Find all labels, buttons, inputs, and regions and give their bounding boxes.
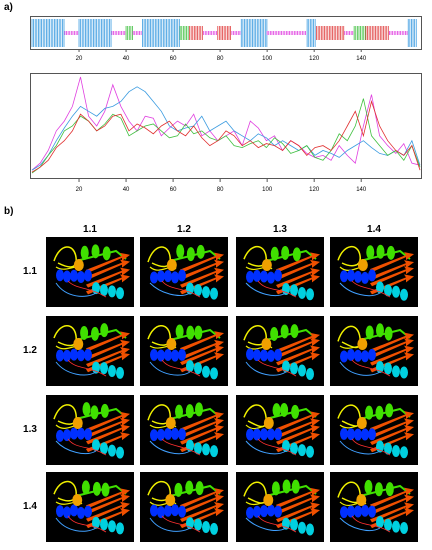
structure-image [236, 316, 324, 386]
row-label: 1.2 [23, 345, 37, 356]
track-tick-label: 140 [356, 56, 367, 62]
track-tick-label: 40 [123, 56, 130, 62]
structure-image [236, 472, 324, 542]
track-segment-helix [31, 19, 65, 47]
structure-image [140, 472, 228, 542]
track-tick-label: 100 [262, 56, 273, 62]
track-segment-helix [142, 19, 180, 47]
structure-image [46, 237, 134, 307]
structure-image [330, 237, 418, 307]
track-tick-label: 120 [309, 56, 320, 62]
panel-b-label: b) [4, 206, 14, 217]
structure-image [330, 395, 418, 465]
secondary-structure-track: 20 40 60 80 100 120 140 [30, 16, 422, 62]
track-segment-coil [64, 31, 79, 35]
track-segment-strand [125, 26, 133, 40]
line-series-2 [31, 86, 421, 171]
track-tick-label: 60 [170, 56, 177, 62]
track-segment-helix [407, 19, 417, 47]
track-segment-coil [344, 31, 354, 35]
line-tick-label: 100 [262, 187, 273, 193]
structure-image [330, 316, 418, 386]
structure-image [330, 472, 418, 542]
structure-image [46, 316, 134, 386]
column-label: 1.3 [273, 224, 287, 235]
structure-image [236, 395, 324, 465]
structure-image [140, 316, 228, 386]
structure-image [236, 237, 324, 307]
line-tick-label: 120 [309, 187, 320, 193]
row-label: 1.3 [23, 424, 37, 435]
structure-image [46, 395, 134, 465]
column-label: 1.1 [83, 224, 97, 235]
track-segment-strand [316, 26, 345, 40]
structure-image [140, 395, 228, 465]
track-segment-coil [132, 31, 142, 35]
line-tick-label: 40 [123, 187, 130, 193]
track-tick-label: 20 [76, 56, 83, 62]
track-segment-coil [231, 31, 241, 35]
panel-a-label: a) [4, 2, 13, 13]
track-segment-strand [353, 26, 366, 40]
column-label: 1.2 [177, 224, 191, 235]
line-tick-label: 140 [356, 187, 367, 193]
track-segment-coil [266, 31, 306, 35]
track-segment-strand [189, 26, 203, 40]
line-tick-label: 60 [170, 187, 177, 193]
track-segment-strand [179, 26, 189, 40]
structure-image [46, 472, 134, 542]
line-series-4 [31, 100, 421, 173]
line-chart: 20 40 60 80 100 120 140 [30, 73, 422, 193]
track-segment-coil [203, 31, 217, 35]
line-tick-label: 80 [217, 187, 224, 193]
line-tick-label: 20 [76, 187, 83, 193]
track-segment-helix [78, 19, 112, 47]
column-label: 1.4 [367, 224, 381, 235]
track-segment-coil [389, 31, 408, 35]
track-segment-strand [217, 26, 231, 40]
track-segment-strand [365, 26, 389, 40]
track-segment-helix [240, 19, 268, 47]
track-tick-label: 80 [217, 56, 224, 62]
row-label: 1.1 [23, 266, 37, 277]
row-label: 1.4 [23, 501, 37, 512]
structure-image [140, 237, 228, 307]
track-segment-coil [111, 31, 126, 35]
track-segment-helix [306, 19, 316, 47]
